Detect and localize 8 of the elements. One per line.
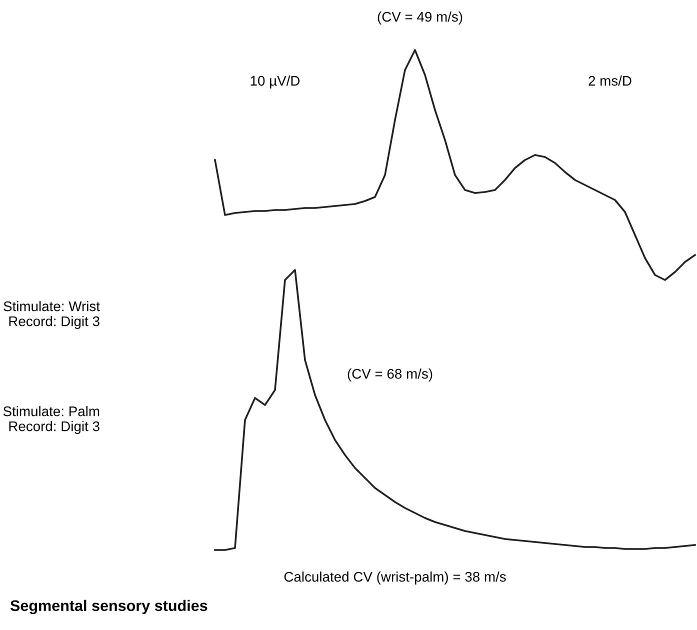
annotation: 10 µV/D: [250, 76, 300, 88]
text: Stimulate: Palm Record: Digit 3: [3, 406, 100, 434]
text: Calculated CV (wrist-palm) = 38 m/s: [284, 572, 506, 584]
annotation: (CV = 68 m/s): [348, 368, 432, 382]
annotation: 2 ms/D: [588, 76, 632, 86]
text: Stimulate: Wrist Record: Digit 3: [4, 301, 100, 329]
text: (CV = 49 m/s): [378, 12, 462, 24]
text: Segmental sensory studies: [10, 600, 208, 614]
